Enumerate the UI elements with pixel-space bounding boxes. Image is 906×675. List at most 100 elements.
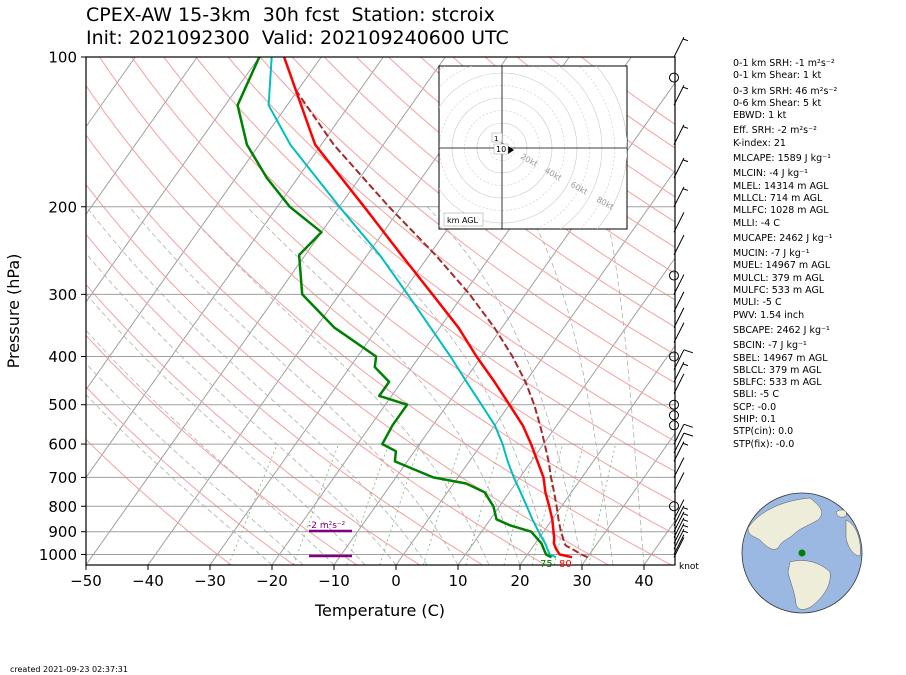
- x-tick-label: 10: [448, 572, 467, 590]
- stat-line: MUCAPE: 2462 J kg⁻¹: [733, 232, 833, 244]
- dry-adiabat-line: [86, 334, 358, 565]
- wind-barb-half-flag: [682, 86, 689, 90]
- wind-barb-staff: [673, 432, 685, 454]
- globe-africa-edge: [845, 519, 861, 557]
- dewpoint-line: [236, 57, 553, 559]
- isotherm-line: [86, 57, 446, 565]
- wind-barb-staff: [673, 457, 685, 478]
- wind-barb-staff: [673, 472, 685, 493]
- wind-barb-flag: [683, 432, 694, 437]
- srh-indicator: -2 m²s⁻²: [308, 521, 352, 558]
- stat-line: 0-1 km Shear: 1 kt: [733, 70, 822, 82]
- wind-barb-staff: [673, 322, 685, 343]
- stat-line: SCP: -0.0: [733, 401, 777, 413]
- hodograph-units-label: km AGL: [447, 216, 479, 225]
- moist-adiabat-line: [427, 206, 583, 565]
- wind-barb-staff: [673, 234, 685, 256]
- y-tick-label: 400: [48, 348, 77, 366]
- wind-barb-staff: [673, 186, 685, 207]
- calm-wind-circle: [669, 501, 679, 512]
- isotherm-line: [86, 57, 384, 479]
- stat-line: 0-1 km SRH: -1 m²s⁻²: [733, 58, 835, 69]
- wind-barb-half-flag: [682, 530, 689, 534]
- hodograph: 20kt 40kt 60kt 80kt 1 10 km AGL: [438, 65, 628, 230]
- isotherm-line: [395, 169, 675, 565]
- isotherm-line: [86, 57, 322, 391]
- wind-barbs: [669, 36, 694, 558]
- moist-adiabat-line: [86, 362, 304, 565]
- stat-line: SBLI: -5 C: [733, 389, 779, 401]
- x-tick-label: 20: [510, 572, 529, 590]
- y-tick-label: 500: [48, 396, 77, 414]
- stat-line: SHIP: 0.1: [733, 414, 777, 426]
- calm-wind-circle: [669, 270, 679, 281]
- wind-barb-half-flag: [682, 363, 689, 367]
- dry-adiabat-line: [227, 57, 675, 413]
- wind-barb-half-flag: [682, 513, 689, 516]
- dry-adiabat-line: [86, 283, 421, 565]
- axes: −50 −40 −30 −20 −10 0 10 20 30 40 100 200 300 400 500 6…: [39, 49, 654, 591]
- y-tick-label: 600: [48, 436, 77, 454]
- stat-line: SBLCL: 379 m AGL: [733, 364, 822, 376]
- y-tick-label: 800: [48, 498, 77, 516]
- wetbulb-line: [267, 57, 557, 559]
- wind-barb-staff: [673, 85, 685, 106]
- wind-barb-staff: [673, 424, 685, 445]
- chart-title: CPEX-AW 15-3km 30h fcst Station: stcroix: [86, 4, 495, 26]
- wind-barb-staff: [673, 537, 685, 558]
- stat-line: 0-3 km SRH: 46 m²s⁻²: [733, 85, 838, 97]
- surface-temperature-label: 80: [559, 559, 572, 570]
- stat-line: MLLI: -4 C: [733, 217, 780, 229]
- stat-line: MLEL: 14314 m AGL: [733, 180, 829, 192]
- moist-adiabat-line: [604, 206, 645, 565]
- hodograph-height-box-1: [491, 132, 503, 143]
- dry-adiabat-line: [86, 134, 609, 565]
- stat-line: K-index: 21: [733, 137, 786, 149]
- hodograph-units-box: [443, 212, 484, 227]
- x-tick-label: 0: [391, 572, 401, 590]
- dry-adiabat-line: [86, 183, 546, 565]
- dry-adiabat-line: [131, 57, 675, 504]
- mixing-ratio-line: [228, 443, 278, 565]
- stat-line: MLLCL: 714 m AGL: [733, 192, 823, 204]
- wind-barb-staff: [673, 511, 685, 532]
- stat-line: MULCL: 379 m AGL: [733, 272, 825, 284]
- wind-barb-half-flag: [682, 442, 689, 446]
- dry-adiabat-line: [86, 84, 672, 565]
- calm-wind-circle: [669, 351, 679, 362]
- moist-adiabat-line: [181, 206, 490, 565]
- x-tick-label: −10: [318, 572, 350, 590]
- wind-barb-half-flag: [682, 519, 689, 522]
- wind-barb-staff: [673, 124, 685, 145]
- mixing-ratio-line: [346, 443, 390, 565]
- stat-line: MLCIN: -4 J kg⁻¹: [733, 168, 808, 180]
- mixing-ratio-line: [503, 443, 537, 565]
- dry-adiabat-line: [86, 438, 232, 565]
- globe-europe-edge: [835, 509, 847, 518]
- dry-adiabat-line: [195, 57, 675, 442]
- x-tick-label: 40: [634, 572, 653, 590]
- stat-line: MULI: -5 C: [733, 297, 782, 309]
- y-tick-label: 700: [48, 469, 77, 487]
- y-tick-label: 1000: [39, 546, 77, 564]
- wind-barb-staff: [673, 291, 685, 312]
- stat-line: SBCAPE: 2462 J kg⁻¹: [733, 324, 830, 336]
- moist-adiabat-line: [86, 206, 428, 565]
- globe-north-america: [747, 497, 822, 550]
- stat-line: MUCIN: -7 J kg⁻¹: [733, 248, 810, 260]
- mixing-ratio-line: [465, 443, 502, 565]
- stat-line: 0-6 km Shear: 5 kt: [733, 97, 822, 109]
- stat-line: MULFC: 533 m AGL: [733, 285, 825, 297]
- dry-adiabat-line: [291, 57, 675, 356]
- isotherm-line: [519, 344, 675, 565]
- stat-line: SBCIN: -7 J kg⁻¹: [733, 340, 807, 352]
- plot-frame: [85, 56, 676, 566]
- wind-barb-staff: [673, 534, 685, 555]
- stat-line: PWV: 1.54 inch: [733, 309, 805, 321]
- stat-line: MLLFC: 1028 m AGL: [733, 205, 829, 217]
- moist-adiabat-line: [246, 206, 521, 565]
- mixing-ratio-line: [292, 443, 340, 565]
- moist-adiabat-line: [86, 252, 397, 565]
- x-axis-label: Temperature (C): [314, 601, 445, 620]
